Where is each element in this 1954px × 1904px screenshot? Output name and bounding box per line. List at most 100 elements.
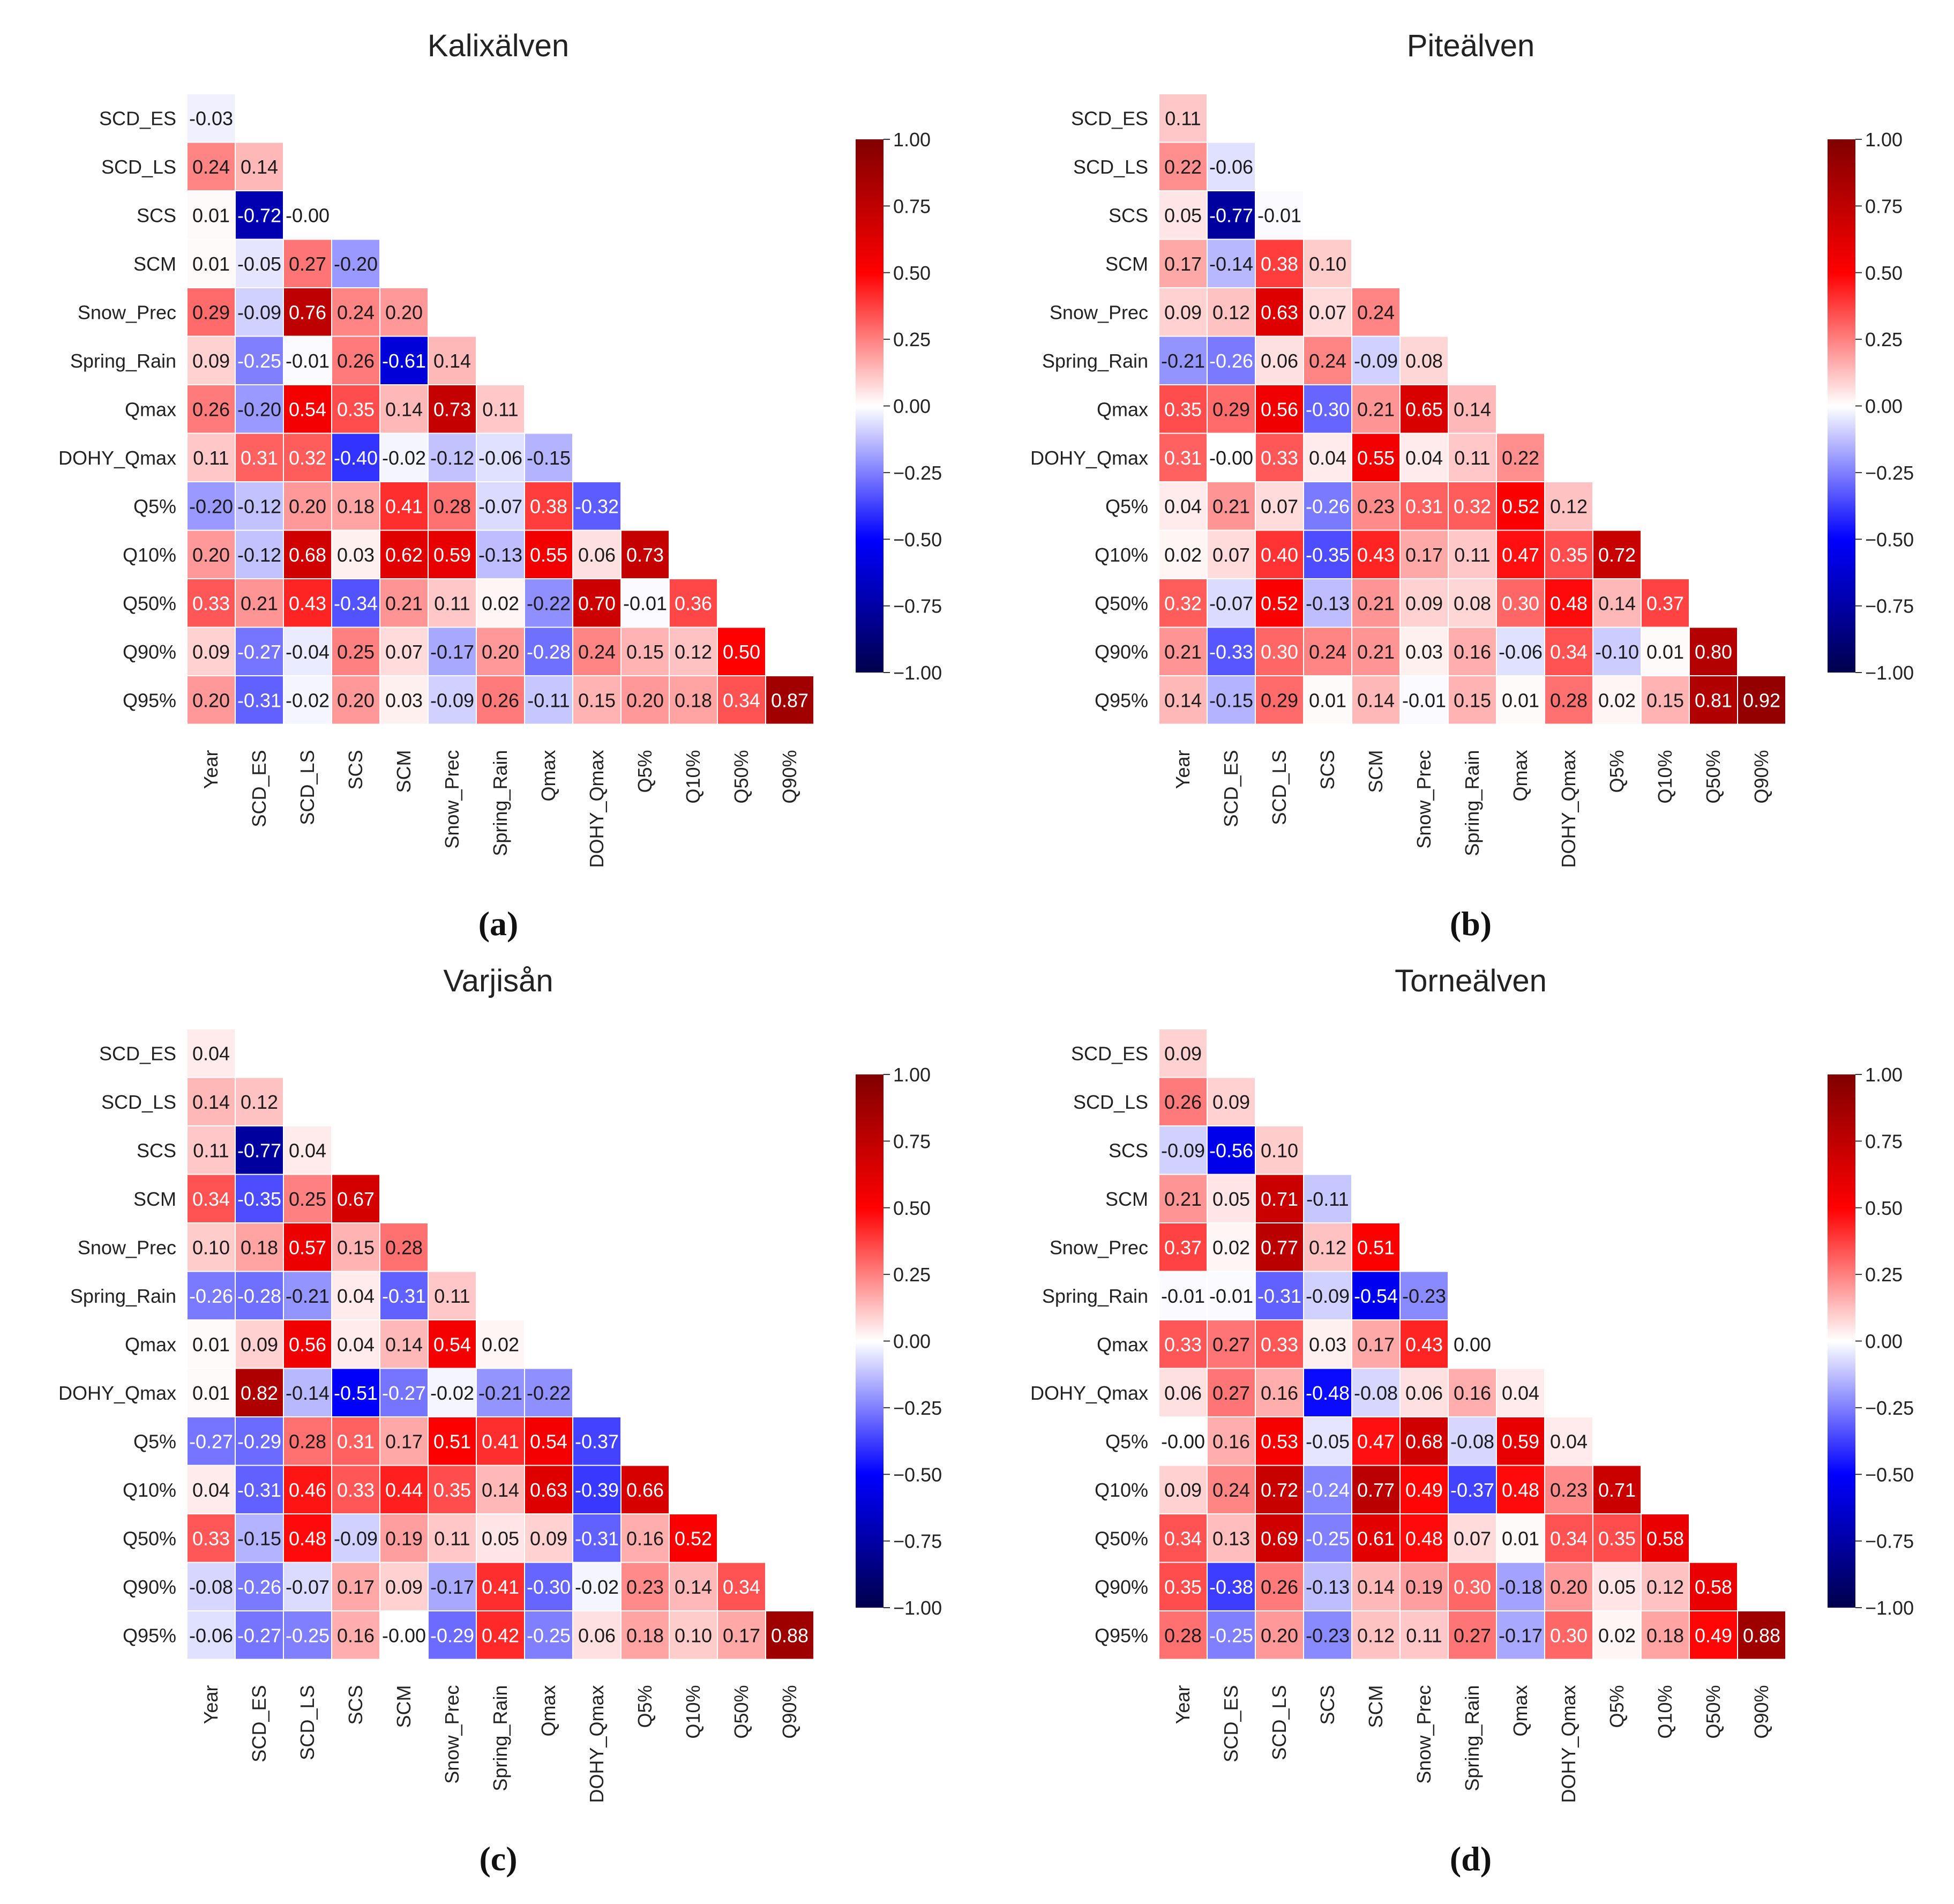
cell-value-label: -0.17 — [1499, 1624, 1543, 1646]
heatmap-cell — [718, 676, 765, 724]
heatmap-cell — [1208, 1320, 1255, 1368]
heatmap-cell — [236, 143, 283, 190]
cell-value-label: 0.11 — [1406, 1624, 1442, 1646]
cell-value-label: 0.58 — [1695, 1576, 1732, 1598]
cell-value-label: -0.27 — [189, 1430, 233, 1452]
heatmap-cell — [332, 1272, 379, 1319]
colorbar-tick-label: 0.25 — [893, 1264, 931, 1286]
cell-value-label: 0.03 — [1309, 1333, 1346, 1355]
cell-value-label: 0.31 — [337, 1430, 375, 1452]
heatmap-cell — [284, 1175, 331, 1222]
cell-value-label: 0.19 — [385, 1527, 423, 1549]
heatmap-cell — [188, 288, 235, 336]
row-tick-label: Q10% — [1095, 544, 1148, 566]
cell-value-label: -0.25 — [1209, 1624, 1253, 1646]
column-tick-label: Snow_Prec — [1413, 750, 1435, 849]
cell-value-label: -0.14 — [286, 1382, 330, 1404]
heatmap-cell — [188, 143, 235, 190]
column-tick-label: Q90% — [778, 1685, 800, 1739]
colorbar-tick-label: 0.50 — [1865, 262, 1903, 284]
heatmap-cell — [332, 1611, 379, 1659]
heatmap-cell — [429, 676, 476, 724]
panel-0: Kalixälven -0.03 0.24 0.14 0.01 -0.72 -0.00 0.0… — [58, 28, 942, 943]
cell-value-label: 0.61 — [1357, 1527, 1395, 1549]
heatmap-cell — [284, 1563, 331, 1610]
cell-value-label: 0.87 — [771, 689, 808, 711]
cell-value-label: 0.33 — [192, 592, 230, 614]
heatmap-cell — [1401, 337, 1448, 384]
heatmap-cell — [1208, 1611, 1255, 1659]
heatmap-cell — [1497, 434, 1544, 481]
heatmap-cell — [1449, 434, 1496, 481]
cell-value-label: 0.01 — [192, 253, 230, 275]
cell-value-label: 0.24 — [1309, 641, 1346, 663]
heatmap-cell — [525, 1563, 572, 1610]
cell-value-label: -0.09 — [1161, 1139, 1205, 1161]
cell-value-label: -0.02 — [286, 689, 330, 711]
heatmap-cell — [477, 579, 524, 627]
heatmap-cell — [236, 628, 283, 675]
cell-value-label: 0.70 — [578, 592, 616, 614]
row-tick-label: Q95% — [1095, 689, 1148, 711]
cell-value-label: -0.21 — [1161, 350, 1205, 372]
heatmap-cell — [1449, 628, 1496, 675]
cell-value-label: 0.24 — [578, 641, 616, 663]
row-tick-label: SCM — [133, 1188, 176, 1210]
heatmap-cell — [1690, 1611, 1737, 1659]
cell-value-label: 0.11 — [1454, 447, 1490, 469]
cell-value-label: -0.12 — [237, 544, 281, 566]
heatmap-cell — [236, 1126, 283, 1174]
heatmap-cell — [1642, 1514, 1689, 1562]
cell-value-label: 0.24 — [1357, 301, 1395, 323]
heatmap-cell — [284, 482, 331, 530]
cell-value-label: 0.26 — [1261, 1576, 1298, 1598]
cell-value-label: 0.04 — [1405, 447, 1443, 469]
heatmap-cell — [1401, 1417, 1448, 1465]
cell-value-label: -0.02 — [575, 1576, 619, 1598]
cell-value-label: 0.49 — [1405, 1479, 1443, 1501]
heatmap-cell — [1401, 531, 1448, 578]
cell-value-label: -0.35 — [237, 1188, 281, 1210]
heatmap-cell — [1449, 482, 1496, 530]
cell-value-label: 0.11 — [482, 398, 518, 420]
cell-value-label: 0.04 — [337, 1333, 375, 1355]
panel-2: Varjisån 0.04 0.14 0.12 0.11 -0.77 0.04 0.34 -0.… — [58, 964, 942, 1878]
heatmap-cell — [573, 531, 620, 578]
cell-value-label: 0.20 — [192, 544, 230, 566]
colorbar-tick-label: 0.00 — [1865, 395, 1903, 417]
heatmap-cell — [332, 579, 379, 627]
column-tick-label: SCD_ES — [1220, 1685, 1242, 1763]
heatmap-cell — [1208, 385, 1255, 433]
cell-value-label: 0.63 — [1261, 301, 1298, 323]
row-tick-label: SCD_ES — [99, 107, 176, 129]
heatmap-cell — [573, 579, 620, 627]
cell-value-label: -0.08 — [1450, 1430, 1494, 1452]
heatmap-cell — [380, 1514, 428, 1562]
heatmap-cell — [1304, 579, 1351, 627]
cell-value-label: 0.35 — [1598, 1527, 1636, 1549]
heatmap-cell — [429, 579, 476, 627]
colorbar-tick-label: −0.25 — [1865, 1397, 1914, 1419]
cell-value-label: 0.63 — [530, 1479, 567, 1501]
column-tick-label: Q10% — [682, 1685, 704, 1739]
cell-value-label: -0.15 — [527, 447, 571, 469]
cell-value-label: 0.02 — [482, 592, 519, 614]
cell-value-label: 0.49 — [1695, 1624, 1732, 1646]
cell-value-label: 0.01 — [192, 204, 230, 226]
cell-value-label: 0.76 — [289, 301, 326, 323]
heatmap-cell — [429, 1320, 476, 1368]
cell-value-label: -0.35 — [1306, 544, 1350, 566]
row-tick-label: DOHY_Qmax — [58, 1382, 176, 1404]
colorbar-tick-label: 1.00 — [1865, 129, 1903, 151]
cell-value-label: 0.26 — [1164, 1091, 1202, 1113]
cell-value-label: 0.81 — [1695, 689, 1732, 711]
cell-value-label: 0.26 — [192, 398, 230, 420]
row-tick-label: SCD_LS — [1073, 156, 1148, 178]
heatmap-cell — [573, 1417, 620, 1465]
heatmap-cell — [429, 1514, 476, 1562]
heatmap-cell — [380, 1272, 428, 1319]
cell-value-label: 0.31 — [1405, 495, 1443, 517]
cell-value-label: -0.06 — [1499, 641, 1543, 663]
cell-value-label: 0.17 — [1357, 1333, 1395, 1355]
colorbar-tick-label: −0.25 — [893, 1397, 942, 1419]
